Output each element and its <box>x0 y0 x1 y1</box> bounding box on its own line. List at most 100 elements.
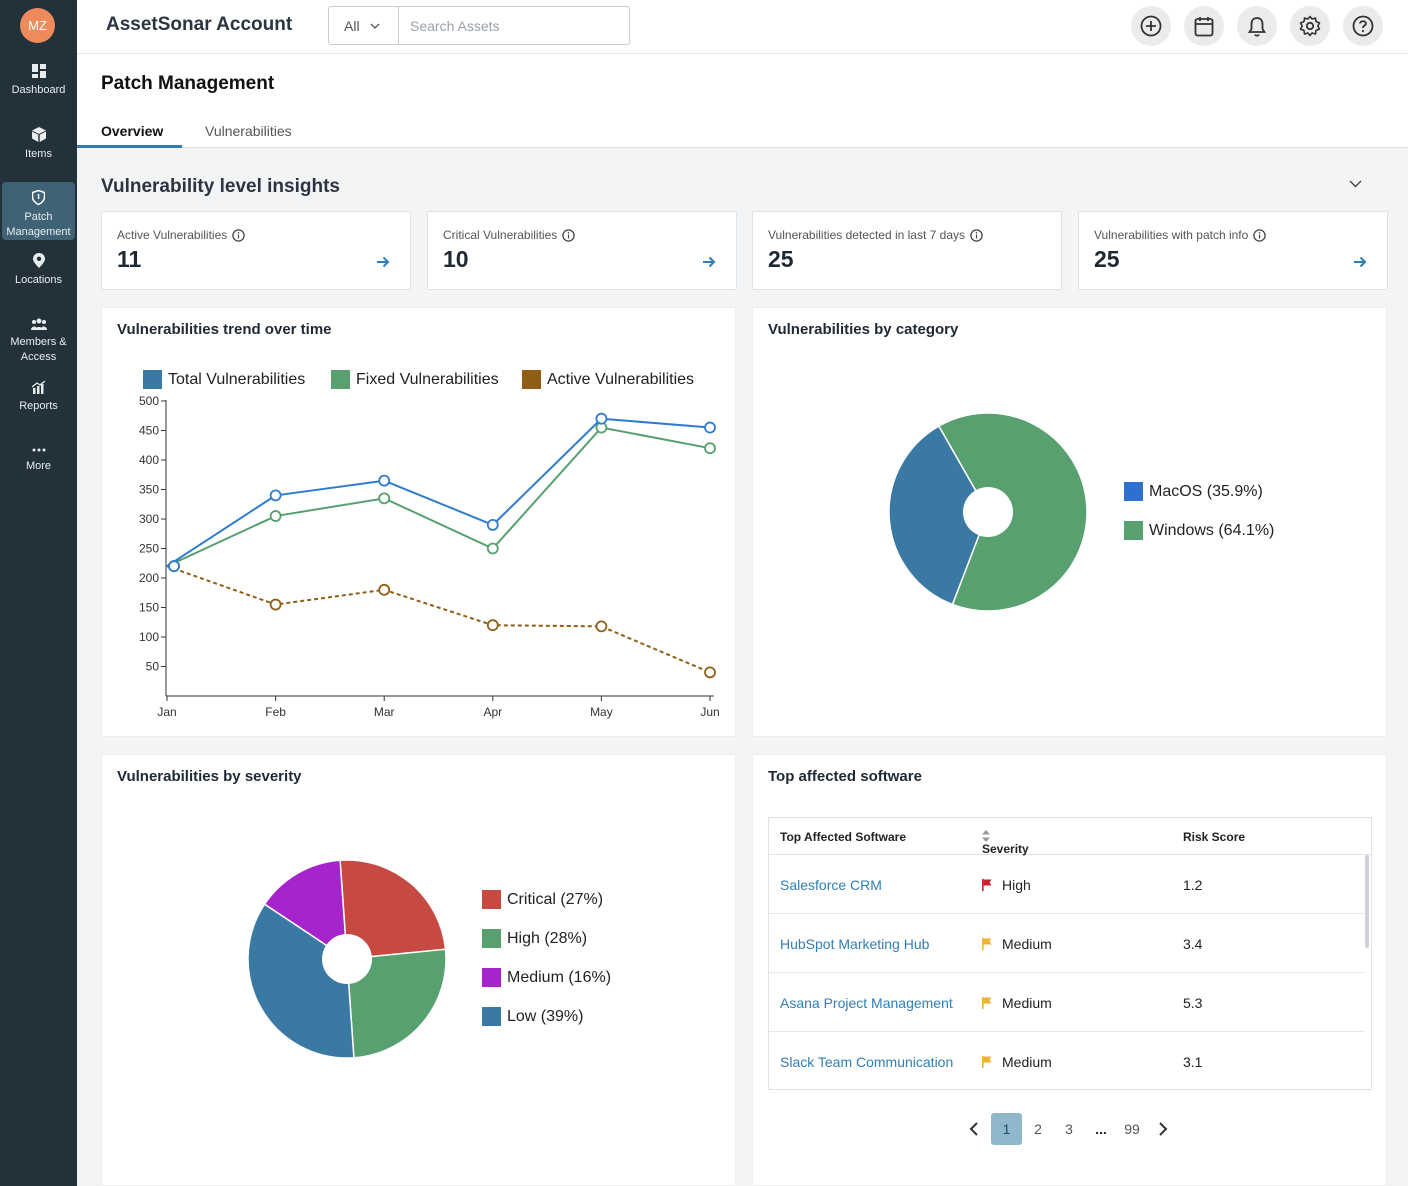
sort-icon[interactable] <box>982 830 990 842</box>
pagination-page-1[interactable]: 1 <box>991 1113 1022 1145</box>
software-panel: Top affected software Top Affected Softw… <box>752 754 1387 1186</box>
page-title: Patch Management <box>101 73 275 94</box>
info-icon[interactable] <box>1253 228 1267 242</box>
sidebar-item-reports[interactable]: Reports <box>2 381 75 414</box>
stat-value: 25 <box>768 246 794 272</box>
search-scope-select[interactable]: All <box>329 7 399 44</box>
column-header-risk: Risk Score <box>1183 830 1246 844</box>
risk-score: 5.3 <box>1183 995 1203 1011</box>
pagination-page-3[interactable]: 3 <box>1065 1121 1073 1137</box>
notifications-button[interactable] <box>1237 6 1277 46</box>
legend-item: MacOS (35.9%) <box>1124 482 1263 501</box>
arrow-right-icon[interactable] <box>1353 256 1367 268</box>
data-point <box>486 619 499 632</box>
pie-slice <box>888 425 989 606</box>
y-tick-label: 150 <box>139 601 159 615</box>
risk-score: 1.2 <box>1183 877 1203 893</box>
avatar[interactable]: MZ <box>20 8 55 43</box>
sidebar-item-members-access[interactable]: Members & Access <box>2 318 75 365</box>
table-scrollbar[interactable] <box>1365 855 1369 948</box>
pagination-next-icon[interactable] <box>1158 1122 1168 1136</box>
pie-slice <box>339 859 447 960</box>
legend-label: High (28%) <box>507 929 588 947</box>
data-point <box>704 442 716 455</box>
y-tick-label: 200 <box>139 571 159 585</box>
legend-swatch <box>331 370 350 389</box>
stat-label-row: Active Vulnerabilities <box>117 228 246 242</box>
page-header: Patch Management Overview Vulnerabilitie… <box>77 54 1408 148</box>
sidebar-item-label: Locations <box>14 274 63 286</box>
info-icon[interactable] <box>970 228 983 242</box>
x-tick-label: Feb <box>265 705 286 719</box>
sidebar-item-label: Items <box>25 148 52 160</box>
data-point <box>269 598 282 611</box>
data-point <box>595 620 608 633</box>
software-link[interactable]: HubSpot Marketing Hub <box>780 936 930 952</box>
data-point <box>378 474 391 487</box>
pagination-prev-icon[interactable] <box>969 1122 979 1136</box>
settings-button[interactable] <box>1290 6 1330 46</box>
help-button[interactable] <box>1343 6 1383 46</box>
pagination-page-99[interactable]: 99 <box>1124 1121 1140 1137</box>
legend-item: Windows (64.1%) <box>1124 521 1274 540</box>
severity-cell: Medium <box>982 1054 1052 1070</box>
data-point <box>486 518 499 531</box>
add-button[interactable] <box>1131 6 1171 46</box>
chevron-down-icon <box>370 23 380 29</box>
sidebar-item-patch-management[interactable]: Patch Management <box>2 182 75 240</box>
legend-label: MacOS (35.9%) <box>1149 482 1263 500</box>
category-donut-chart <box>888 412 1088 612</box>
risk-score: 3.1 <box>1183 1054 1203 1070</box>
severity-donut-chart <box>247 859 447 1059</box>
stat-card-critical[interactable]: Critical Vulnerabilities 10 <box>427 211 737 290</box>
search-input[interactable] <box>399 7 629 44</box>
software-link[interactable]: Asana Project Management <box>780 995 953 1011</box>
legend-label: Medium (16%) <box>507 968 612 986</box>
stat-card-patch-info[interactable]: Vulnerabilities with patch info 25 <box>1078 211 1388 290</box>
data-point <box>704 666 716 679</box>
trend-panel: Vulnerabilities trend over time Total Vu… <box>101 307 736 737</box>
tab-vulnerabilities[interactable]: Vulnerabilities <box>205 123 292 139</box>
severity-label: Medium <box>1002 995 1052 1011</box>
stat-value: 10 <box>443 246 469 272</box>
legend-swatch <box>1124 521 1143 540</box>
help-icon <box>1352 15 1374 37</box>
panel-title: Vulnerabilities trend over time <box>117 321 332 338</box>
x-tick-label: Jan <box>157 705 176 719</box>
calendar-button[interactable] <box>1184 6 1224 46</box>
stat-label-row: Vulnerabilities with patch info <box>1094 228 1267 242</box>
software-link[interactable]: Slack Team Communication <box>780 1054 954 1070</box>
sidebar-item-locations[interactable]: Locations <box>2 253 75 288</box>
pagination-page-2[interactable]: 2 <box>1034 1121 1042 1137</box>
arrow-right-icon[interactable] <box>702 256 716 268</box>
panel-title: Vulnerabilities by category <box>768 321 959 338</box>
stat-card-active[interactable]: Active Vulnerabilities 11 <box>101 211 411 290</box>
info-icon[interactable] <box>562 228 576 242</box>
info-icon[interactable] <box>232 228 246 242</box>
tab-overview[interactable]: Overview <box>101 123 164 139</box>
section-title: Vulnerability level insights <box>101 176 340 197</box>
sidebar-item-dashboard[interactable]: Dashboard <box>2 64 75 98</box>
y-tick-label: 100 <box>139 630 159 644</box>
table-row: Salesforce CRM High 1.2 <box>769 855 1365 914</box>
active-tab-indicator <box>77 145 182 148</box>
arrow-right-icon[interactable] <box>376 256 390 268</box>
people-icon <box>30 318 47 330</box>
severity-label: Medium <box>1002 936 1052 952</box>
y-tick-label: 250 <box>139 542 159 556</box>
chevron-down-icon[interactable] <box>1349 180 1362 188</box>
sidebar-item-more[interactable]: More <box>2 446 75 474</box>
panel-title: Vulnerabilities by severity <box>117 768 302 785</box>
y-tick-label: 50 <box>146 660 160 674</box>
legend-label: Windows (64.1%) <box>1149 521 1275 539</box>
software-link[interactable]: Salesforce CRM <box>780 877 882 893</box>
column-header-severity[interactable]: Severity <box>982 830 1029 856</box>
sidebar-item-items[interactable]: Items <box>2 127 75 162</box>
table-row: Slack Team Communication Medium 3.1 <box>769 1032 1365 1091</box>
panel-title: Top affected software <box>768 768 922 785</box>
legend-item: Medium (16%) <box>482 968 611 987</box>
x-tick-label: Mar <box>374 705 395 719</box>
donut-hole <box>322 934 372 984</box>
legend-item: Total Vulnerabilities <box>143 370 305 389</box>
shield-icon <box>32 190 45 205</box>
